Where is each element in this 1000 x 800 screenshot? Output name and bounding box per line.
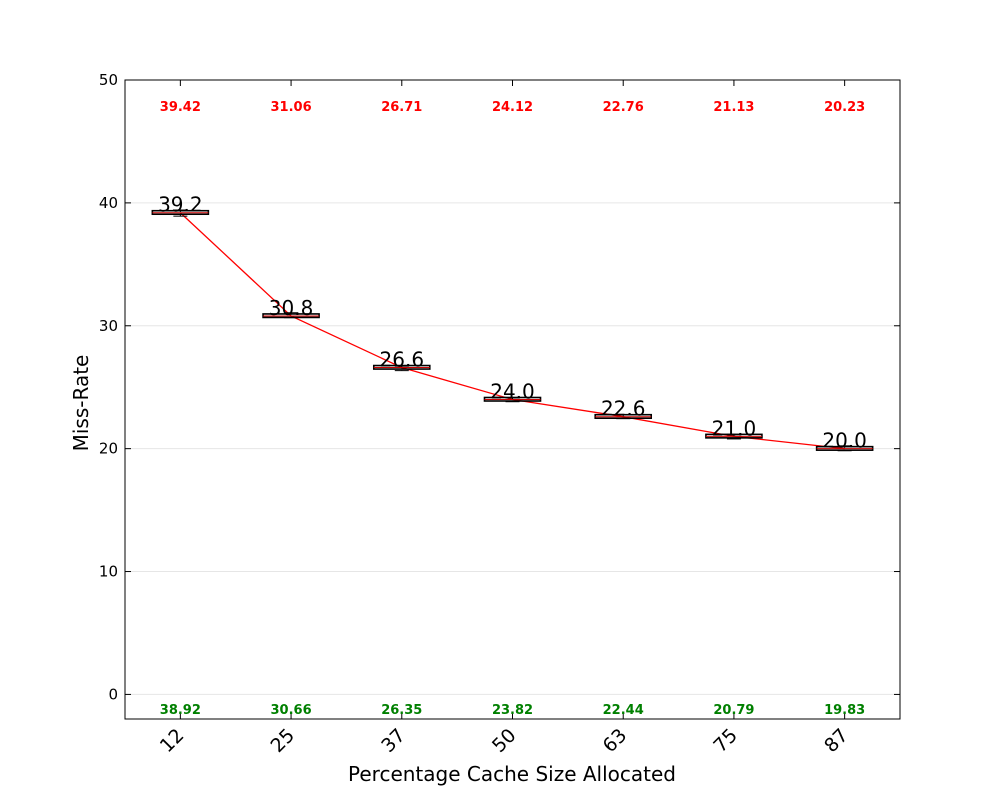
- box-75: [705, 433, 763, 440]
- x-tick-label: 25: [266, 724, 299, 757]
- median-line: [179, 212, 845, 450]
- grid-lines: [125, 202, 900, 695]
- x-tick-label: 63: [599, 724, 632, 757]
- min-value-label: 20.79: [713, 703, 754, 718]
- median-line-series: [179, 212, 845, 450]
- x-tick-label: 87: [820, 724, 853, 757]
- y-tick-label: 0: [108, 685, 118, 703]
- min-value-label: 30.66: [271, 703, 312, 718]
- max-value-label: 31.06: [271, 100, 312, 115]
- median-value-label: 20.0: [822, 429, 867, 453]
- box-12: [151, 209, 210, 217]
- x-axis-title: Percentage Cache Size Allocated: [348, 762, 676, 786]
- x-tick-label: 75: [709, 724, 742, 757]
- median-value-label: 22.6: [601, 397, 646, 421]
- max-value-label: 24.12: [492, 100, 533, 115]
- x-tick-label: 50: [488, 724, 521, 757]
- median-value-label: 30.8: [269, 296, 314, 320]
- min-value-label: 38.92: [160, 703, 201, 718]
- box-25: [262, 312, 320, 319]
- y-tick-label: 30: [99, 317, 118, 335]
- median-value-label: 24.0: [490, 380, 535, 404]
- y-axis-title: Miss-Rate: [69, 355, 93, 452]
- box-37: [372, 364, 431, 372]
- min-value-label: 19.83: [824, 703, 865, 718]
- y-tick-label: 10: [99, 563, 118, 581]
- value-labels: 39.42 38.92 39.2 31.06 30.66 30.8 26.71 26.35 26…: [158, 100, 867, 718]
- min-value-label: 23.82: [492, 703, 533, 718]
- median-value-label: 39.2: [158, 193, 203, 217]
- median-value-label: 21.0: [712, 416, 757, 440]
- box-63: [594, 413, 653, 420]
- max-value-label: 39.42: [160, 100, 201, 115]
- box-50: [483, 396, 542, 403]
- boxes: [151, 209, 874, 452]
- median-value-label: 26.6: [380, 348, 425, 372]
- x-tick-label: 12: [156, 724, 189, 757]
- min-value-label: 22.44: [603, 703, 644, 718]
- box-87: [815, 445, 874, 452]
- y-tick-label: 50: [99, 71, 118, 89]
- max-value-label: 26.71: [381, 100, 422, 115]
- y-tick-label: 40: [99, 194, 118, 212]
- y-ticks: 0 10 20 30 40 50: [99, 71, 900, 703]
- y-tick-label: 20: [99, 440, 118, 458]
- max-value-label: 21.13: [713, 100, 754, 115]
- min-value-label: 26.35: [381, 703, 422, 718]
- x-tick-label: 37: [377, 724, 410, 757]
- max-value-label: 22.76: [603, 100, 644, 115]
- max-value-label: 20.23: [824, 100, 865, 115]
